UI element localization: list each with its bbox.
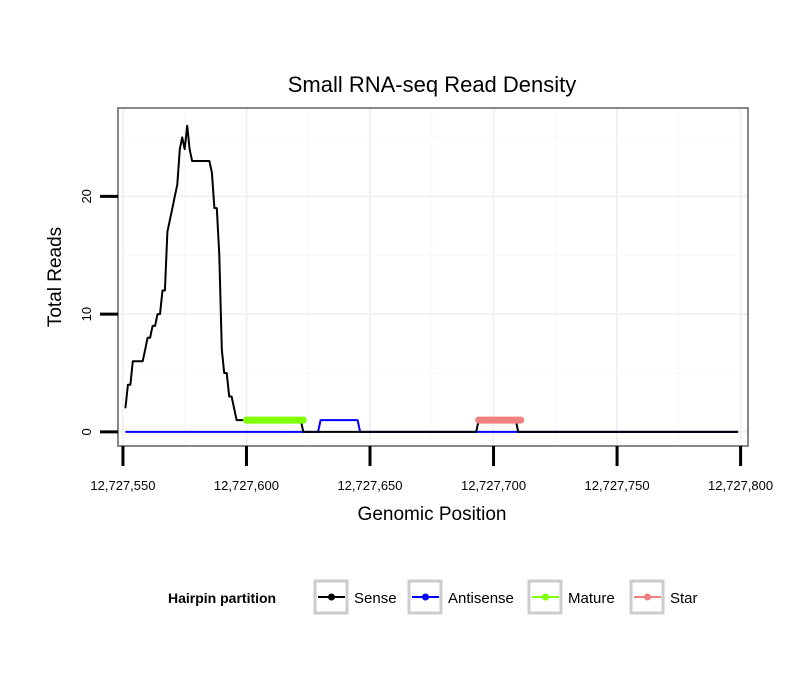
legend-label: Sense: [354, 590, 397, 607]
chart-title: Small RNA-seq Read Density: [288, 72, 577, 97]
legend-label: Antisense: [448, 590, 514, 607]
y-axis: 0 10 20: [79, 189, 118, 435]
y-tick-label: 0: [79, 428, 94, 435]
series-lines: [124, 124, 739, 433]
x-tick-label: 12,727,750: [585, 478, 650, 493]
legend-key-dot: [328, 593, 335, 601]
y-axis-title: Total Reads: [45, 227, 66, 327]
x-tick-label: 12,727,800: [708, 478, 773, 493]
x-axis-title: Genomic Position: [358, 504, 507, 525]
x-tick-label: 12,727,600: [214, 478, 279, 493]
legend-key-dot: [422, 593, 429, 601]
legend: Hairpin partition Sense Antisense Mature St…: [168, 579, 698, 615]
plot-panel: [117, 107, 749, 447]
y-tick-label: 20: [79, 189, 94, 203]
legend-title: Hairpin partition: [168, 590, 276, 606]
legend-item-star: Star: [629, 579, 698, 615]
legend-label: Mature: [568, 590, 615, 607]
legend-key-dot: [542, 593, 549, 601]
legend-label: Star: [670, 590, 698, 607]
x-axis: 12,727,550 12,727,600 12,727,650 12,727,700…: [90, 446, 773, 493]
y-tick-label: 10: [79, 307, 94, 321]
x-tick-label: 12,727,550: [90, 478, 155, 493]
legend-item-sense: Sense: [313, 579, 397, 615]
x-tick-label: 12,727,700: [461, 478, 526, 493]
legend-item-mature: Mature: [527, 579, 615, 615]
legend-key-dot: [644, 593, 651, 601]
legend-item-antisense: Antisense: [407, 579, 514, 615]
x-tick-label: 12,727,650: [337, 478, 402, 493]
